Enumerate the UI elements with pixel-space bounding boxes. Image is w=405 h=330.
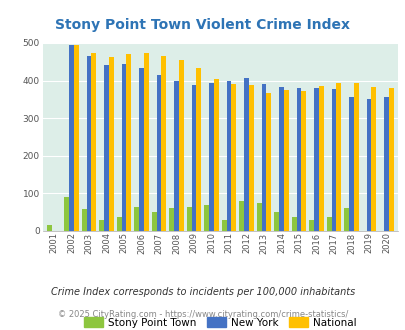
Bar — [151, 212, 156, 231]
Bar — [248, 85, 253, 231]
Bar — [126, 54, 131, 231]
Bar — [256, 203, 261, 231]
Bar — [117, 217, 121, 231]
Bar — [326, 217, 331, 231]
Bar — [64, 197, 69, 231]
Bar — [348, 97, 353, 231]
Bar — [291, 217, 296, 231]
Bar — [296, 88, 301, 231]
Bar — [134, 207, 139, 231]
Bar — [318, 86, 323, 231]
Bar — [74, 45, 79, 231]
Bar — [366, 99, 371, 231]
Bar — [209, 83, 213, 231]
Bar — [274, 212, 279, 231]
Bar — [204, 205, 209, 231]
Bar — [353, 83, 358, 231]
Text: © 2025 CityRating.com - https://www.cityrating.com/crime-statistics/: © 2025 CityRating.com - https://www.city… — [58, 310, 347, 319]
Bar — [222, 220, 226, 231]
Bar — [283, 89, 288, 231]
Bar — [371, 87, 375, 231]
Bar — [109, 57, 113, 231]
Bar — [161, 56, 166, 231]
Bar — [383, 97, 388, 231]
Bar — [301, 91, 305, 231]
Bar — [231, 84, 236, 231]
Text: Stony Point Town Violent Crime Index: Stony Point Town Violent Crime Index — [55, 18, 350, 32]
Bar — [239, 201, 243, 231]
Bar — [261, 84, 266, 231]
Bar — [122, 64, 126, 231]
Bar — [156, 75, 161, 231]
Bar — [213, 79, 218, 231]
Bar — [313, 88, 318, 231]
Bar — [279, 87, 283, 231]
Text: Crime Index corresponds to incidents per 100,000 inhabitants: Crime Index corresponds to incidents per… — [51, 287, 354, 297]
Bar — [86, 56, 91, 231]
Bar — [169, 209, 174, 231]
Bar — [331, 89, 335, 231]
Bar — [174, 81, 179, 231]
Bar — [186, 207, 191, 231]
Bar — [335, 83, 340, 231]
Bar — [47, 225, 51, 231]
Bar — [226, 81, 231, 231]
Bar — [139, 69, 143, 231]
Bar — [191, 85, 196, 231]
Bar — [143, 53, 148, 231]
Bar — [91, 53, 96, 231]
Bar — [69, 45, 74, 231]
Bar — [388, 88, 392, 231]
Bar — [179, 60, 183, 231]
Bar — [99, 220, 104, 231]
Bar — [196, 69, 200, 231]
Bar — [343, 209, 348, 231]
Bar — [266, 92, 271, 231]
Bar — [104, 65, 109, 231]
Bar — [82, 209, 86, 231]
Bar — [243, 78, 248, 231]
Legend: Stony Point Town, New York, National: Stony Point Town, New York, National — [82, 315, 358, 330]
Bar — [309, 220, 313, 231]
